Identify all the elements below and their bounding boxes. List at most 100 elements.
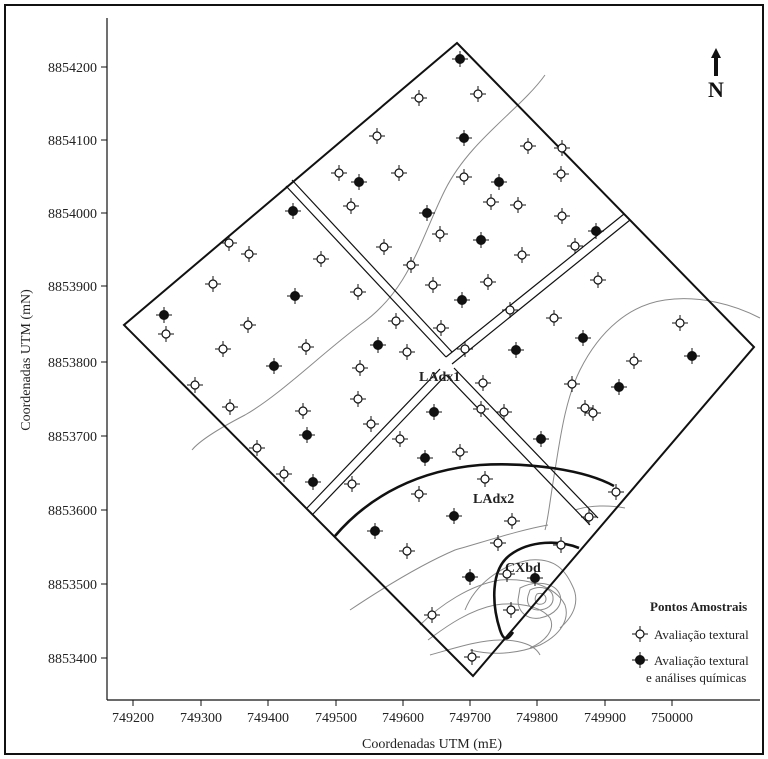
north-letter: N <box>708 77 724 102</box>
contour-line <box>427 603 553 649</box>
sample-point-textural <box>554 140 570 156</box>
sample-point-textural <box>456 169 472 185</box>
sample-point-textural <box>240 317 256 333</box>
sample-point-textural <box>331 165 347 181</box>
y-tick-label: 8853400 <box>48 652 97 667</box>
sample-point-textural <box>399 344 415 360</box>
sample-point-chemical <box>305 474 321 490</box>
x-tick-label: 749900 <box>584 711 626 726</box>
contour-line <box>574 505 626 511</box>
region-label-ladx1: LAdx1 <box>419 370 460 385</box>
contour-lines <box>191 74 761 656</box>
sample-point-chemical <box>426 404 442 420</box>
sample-point-textural <box>470 86 486 102</box>
sample-point-textural <box>187 377 203 393</box>
sample-point-textural <box>567 238 583 254</box>
sample-point-chemical <box>611 379 627 395</box>
sample-point-chemical <box>533 431 549 447</box>
sample-point-chemical <box>370 337 386 353</box>
sample-point-textural <box>510 197 526 213</box>
sample-point-chemical <box>351 174 367 190</box>
sample-point-textural <box>672 315 688 331</box>
contour-line <box>349 524 549 611</box>
sample-point-chemical <box>508 342 524 358</box>
y-tick-label: 8853600 <box>48 504 97 519</box>
sample-point-textural <box>464 649 480 665</box>
sample-point-chemical <box>473 232 489 248</box>
contour-line <box>527 587 554 611</box>
sample-point-textural <box>477 471 493 487</box>
sample-point-chemical <box>266 358 282 374</box>
ladx2-boundary <box>334 463 615 537</box>
sample-point-textural <box>221 235 237 251</box>
legend-title: Pontos Amostrais <box>650 599 747 614</box>
sample-point-textural <box>577 400 593 416</box>
sample-point-textural <box>298 339 314 355</box>
x-tick-label: 750000 <box>651 711 693 726</box>
y-tick-label: 8854200 <box>48 61 97 76</box>
sample-point-textural <box>499 566 515 582</box>
sample-point-textural <box>249 440 265 456</box>
legend-filled-label-line1: Avaliação textural <box>654 653 749 668</box>
sample-point-textural <box>215 341 231 357</box>
x-tick-label: 749700 <box>449 711 491 726</box>
sample-point-textural <box>350 284 366 300</box>
y-tick-labels: 8854200 8854100 8854000 8853900 8853800 … <box>48 61 97 667</box>
sample-point-chemical <box>454 292 470 308</box>
cxbd-boundary <box>493 541 580 640</box>
sample-point-textural <box>392 431 408 447</box>
sample-point-textural <box>376 239 392 255</box>
sample-point-textural <box>554 208 570 224</box>
x-tick-label: 749400 <box>247 711 289 726</box>
sample-point-textural <box>503 602 519 618</box>
field-boundary <box>122 41 756 678</box>
y-tick-label: 8853900 <box>48 280 97 295</box>
sample-point-textural <box>222 399 238 415</box>
x-axis-title: Coordenadas UTM (mE) <box>362 737 502 752</box>
contour-line <box>429 639 541 656</box>
sample-point-textural <box>473 401 489 417</box>
sample-point-textural <box>369 128 385 144</box>
y-tick-label: 8853800 <box>48 356 97 371</box>
sample-point-chemical <box>419 205 435 221</box>
contour-line <box>517 582 562 619</box>
sample-point-textural <box>432 226 448 242</box>
sample-point-textural <box>411 486 427 502</box>
sample-point-chemical <box>299 427 315 443</box>
sample-point-textural <box>363 416 379 432</box>
sample-point-textural <box>504 513 520 529</box>
y-ticks <box>101 66 107 659</box>
sample-point-textural <box>313 251 329 267</box>
sample-point-chemical <box>367 523 383 539</box>
map-frame <box>4 4 764 755</box>
sample-point-textural <box>295 403 311 419</box>
y-tick-label: 8853500 <box>48 578 97 593</box>
sample-point-textural <box>553 166 569 182</box>
sample-point-textural <box>403 257 419 273</box>
y-axis-title: Coordenadas UTM (mN) <box>19 289 34 431</box>
sample-point-textural <box>514 247 530 263</box>
sample-point-chemical <box>287 288 303 304</box>
legend-open-label: Avaliação textural <box>654 627 749 642</box>
sample-point-textural <box>241 246 257 262</box>
legend-open-marker-icon <box>632 626 648 642</box>
x-tick-label: 749800 <box>516 711 558 726</box>
x-tick-labels: 749200 749300 749400 749500 749600 74970… <box>112 711 693 726</box>
sample-point-textural <box>205 276 221 292</box>
sample-point-textural <box>581 509 597 525</box>
sample-point-chemical <box>527 570 543 586</box>
legend-filled-marker-icon <box>632 652 648 668</box>
x-ticks <box>132 700 673 706</box>
contour-line <box>191 74 546 451</box>
region-label-ladx2: LAdx2 <box>473 492 514 507</box>
x-tick-label: 749600 <box>382 711 424 726</box>
sample-point-chemical <box>417 450 433 466</box>
sample-point-chemical <box>462 569 478 585</box>
sample-point-textural <box>520 138 536 154</box>
legend: Pontos Amostrais Avaliação textural Aval… <box>632 599 749 685</box>
sample-point-textural <box>343 198 359 214</box>
sample-point-textural <box>457 341 473 357</box>
sample-point-textural <box>475 375 491 391</box>
sample-point-textural <box>553 537 569 553</box>
